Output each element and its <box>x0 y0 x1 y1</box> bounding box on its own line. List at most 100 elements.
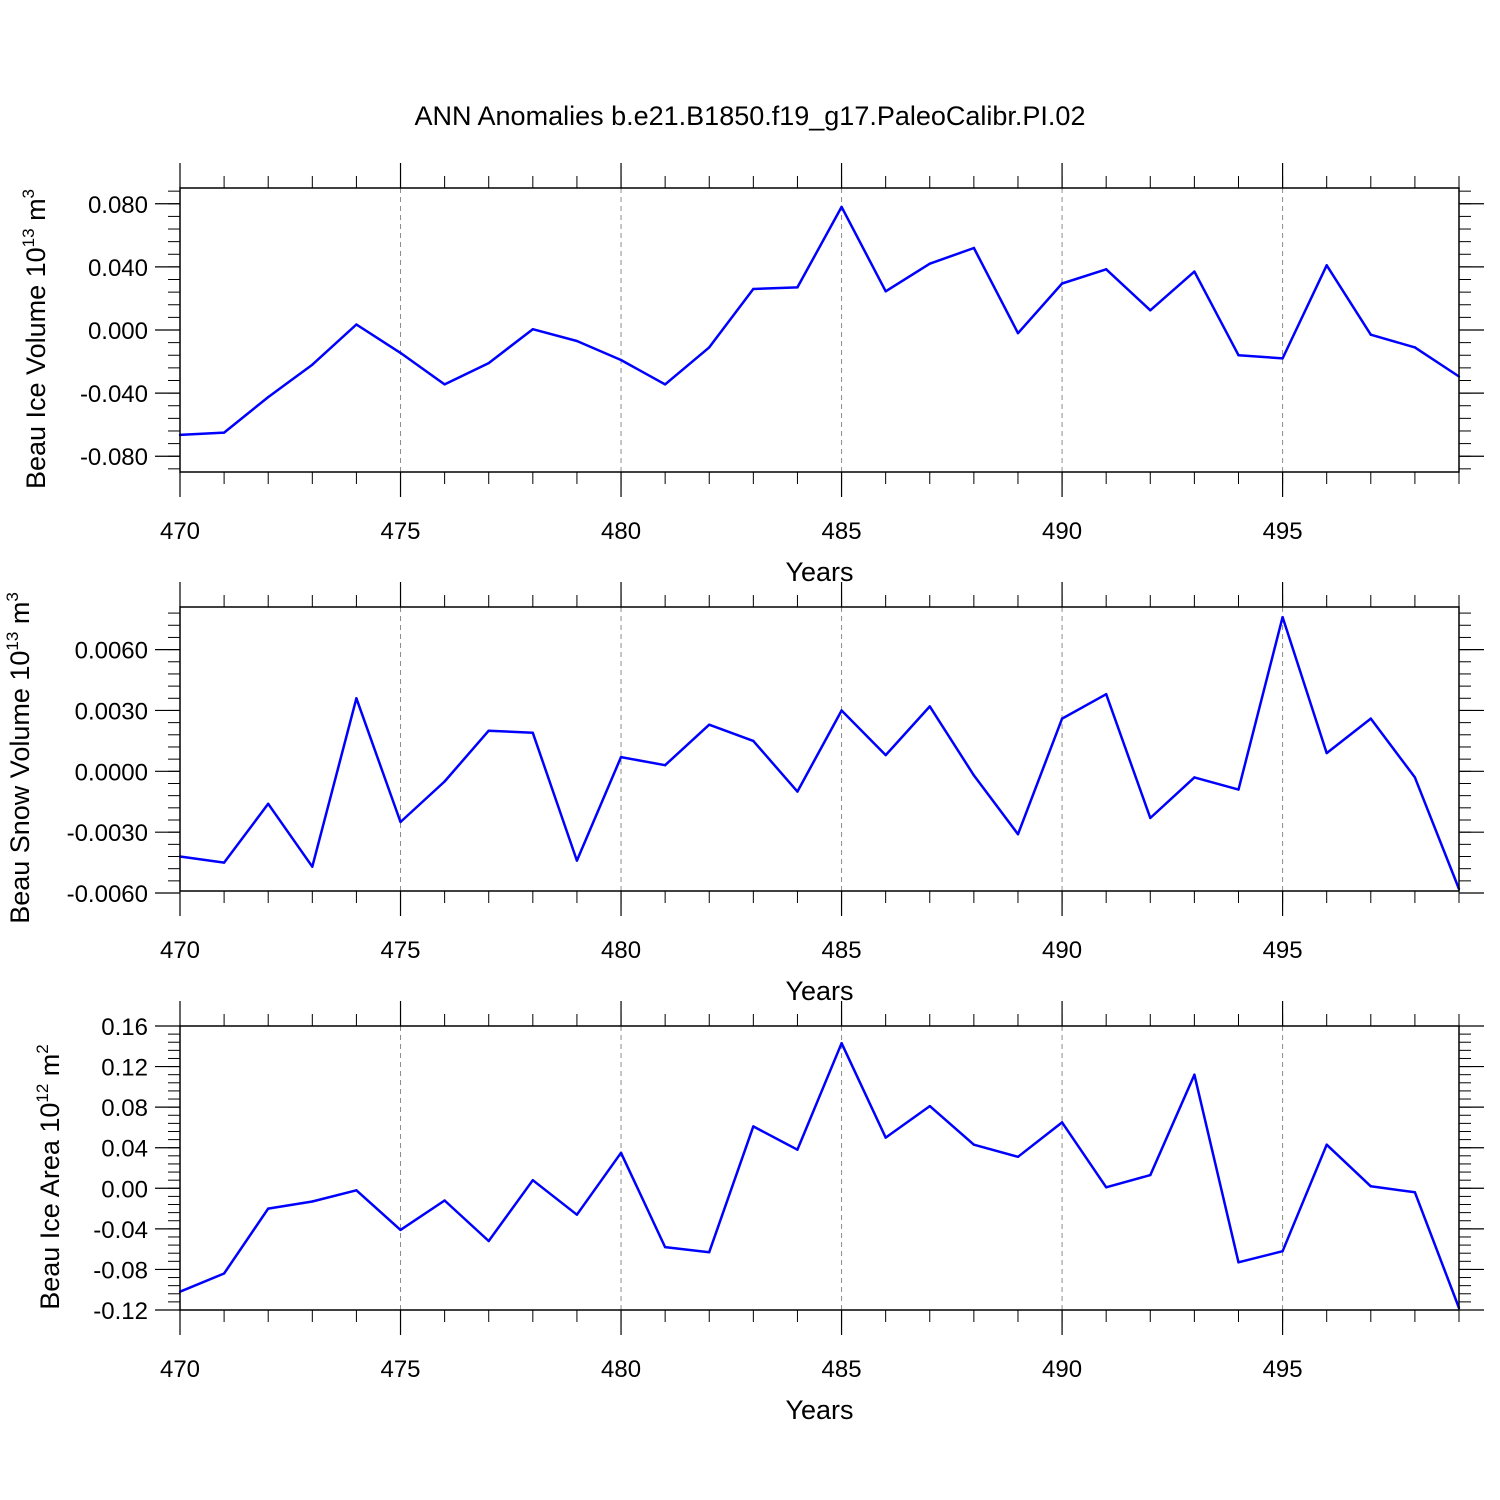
ice-volume-grid <box>400 188 1284 472</box>
ice-volume-series-line <box>179 205 1460 437</box>
ice-volume-data-point <box>1104 268 1108 271</box>
ice-volume-data-point <box>1281 357 1284 360</box>
snow-volume-data-point <box>1413 776 1417 779</box>
snow-volume-data-point <box>972 774 976 777</box>
snow-volume-x-tick-label: 475 <box>380 937 420 964</box>
snow-volume-x-axis-title: Years <box>785 976 853 1006</box>
snow-volume-x-tick-label: 480 <box>601 937 641 964</box>
snow-volume-data-point <box>1281 615 1284 619</box>
snow-volume-data-point <box>1193 776 1196 779</box>
snow-volume-ticks <box>155 582 1484 916</box>
snow-volume-y-tick-label: 0.0030 <box>75 698 148 725</box>
snow-volume-y-axis-title-unit-exponent: 3 <box>3 592 22 601</box>
ice-volume-x-tick-label: 495 <box>1263 518 1303 545</box>
ice-area-data-point <box>487 1239 490 1243</box>
snow-volume-data-point <box>222 861 226 864</box>
ice-area-y-tick-label: 0.00 <box>101 1176 148 1203</box>
ice-volume-data-point <box>1413 346 1417 349</box>
ice-area-data-point <box>1325 1143 1328 1146</box>
ice-area-x-tick-label: 475 <box>380 1356 420 1383</box>
ice-volume-y-tick-label: -0.040 <box>80 381 148 408</box>
ice-volume-data-point <box>619 358 623 362</box>
ice-area-ticks <box>155 1001 1484 1335</box>
snow-volume-x-tick-label: 490 <box>1042 937 1082 964</box>
ice-volume-data-point <box>796 286 799 289</box>
snow-volume-data-point <box>663 764 667 767</box>
ice-area-x-tick-label: 470 <box>160 1356 200 1383</box>
ice-area-data-point <box>575 1213 579 1216</box>
ice-area-data-point <box>1237 1261 1240 1264</box>
ice-area-y-tick-label: -0.08 <box>93 1257 148 1284</box>
ice-volume-y-axis-title: Beau Ice Volume 1013 m3 <box>19 189 51 489</box>
ice-area-y-tick-label: 0.08 <box>101 1095 148 1122</box>
ice-area-y-tick-label: -0.04 <box>93 1217 148 1244</box>
ice-area-plot-frame <box>179 1025 1460 1311</box>
snow-volume-data-point <box>1149 816 1152 820</box>
ice-area-data-point <box>1149 1173 1152 1177</box>
snow-volume-data-point <box>928 705 931 708</box>
ice-volume-data-point <box>752 287 755 291</box>
ice-volume-panel: 470 475 480 485 490 495 -0.080 -0.040 0.000 0.040… <box>19 163 1484 587</box>
ice-volume-data-point <box>487 361 490 365</box>
snow-volume-panel: 470 475 480 485 490 495 -0.0060 -0.0030 0.0000 0.… <box>3 582 1484 1006</box>
ice-volume-y-axis-title-main: Beau Ice Volume 10 <box>21 247 51 489</box>
ice-area-y-axis-title-unit-exponent: 2 <box>33 1044 52 1053</box>
snow-volume-x-tick-label: 495 <box>1263 937 1303 964</box>
ice-volume-data-point <box>443 383 446 386</box>
snow-volume-data-point <box>840 709 843 712</box>
snow-volume-y-axis-title-unit: m <box>5 602 35 632</box>
ice-area-data-point <box>311 1200 314 1203</box>
snow-volume-series-layer <box>178 615 1461 891</box>
snow-volume-data-point <box>796 790 799 793</box>
snow-volume-data-point <box>487 729 490 732</box>
ice-volume-data-point <box>708 346 711 349</box>
ice-volume-tick-labels: 470 475 480 485 490 495 -0.080 -0.040 0.000 0.040… <box>80 192 1303 545</box>
snow-volume-data-point <box>708 723 711 726</box>
ice-volume-y-tick-label: 0.040 <box>88 255 148 282</box>
ice-area-data-point <box>972 1143 976 1146</box>
ice-volume-series-layer <box>178 205 1461 437</box>
ice-volume-x-tick-label: 480 <box>601 518 641 545</box>
ice-area-data-point <box>267 1207 270 1210</box>
ice-volume-data-point <box>355 323 358 326</box>
ice-area-data-point <box>443 1199 446 1202</box>
snow-volume-y-axis-title: Beau Snow Volume 1013 m3 <box>3 592 35 924</box>
ice-area-data-point <box>1281 1249 1284 1253</box>
snow-volume-data-point <box>267 802 270 805</box>
ice-volume-y-tick-label: -0.080 <box>80 444 148 471</box>
ice-volume-data-point <box>1369 333 1372 336</box>
ice-area-data-point <box>222 1272 226 1275</box>
snow-volume-y-tick-label: -0.0060 <box>67 881 148 908</box>
snow-volume-data-point <box>443 780 446 783</box>
snow-volume-data-point <box>399 820 402 824</box>
ice-area-x-tick-label: 480 <box>601 1356 641 1383</box>
snow-volume-tick-labels: 470 475 480 485 490 495 -0.0060 -0.0030 0.0000 0.… <box>67 638 1303 964</box>
ice-volume-data-point <box>884 290 887 293</box>
ice-volume-data-point <box>663 383 667 386</box>
ice-area-grid <box>400 1026 1284 1310</box>
ice-volume-ticks <box>155 163 1484 497</box>
ice-volume-plot-frame <box>179 187 1460 473</box>
ice-volume-data-point <box>267 395 270 399</box>
snow-volume-data-point <box>1237 788 1240 791</box>
ice-volume-data-point <box>972 246 976 250</box>
ice-area-data-point <box>531 1178 535 1182</box>
snow-volume-data-point <box>311 865 314 868</box>
ice-area-data-point <box>884 1136 887 1139</box>
ice-area-data-point <box>752 1125 755 1128</box>
ice-volume-data-point <box>222 431 226 434</box>
ice-volume-data-point <box>531 328 535 331</box>
ice-area-data-point <box>619 1151 623 1154</box>
snow-volume-data-point <box>355 697 358 700</box>
ice-area-y-tick-label: 0.12 <box>101 1055 148 1082</box>
ice-area-y-tick-label: 0.16 <box>101 1014 148 1041</box>
snow-volume-grid <box>400 607 1284 891</box>
ice-volume-x-tick-label: 490 <box>1042 518 1082 545</box>
ice-area-series-line <box>179 1041 1461 1309</box>
ice-volume-data-point <box>575 339 579 343</box>
ice-volume-y-axis-title-unit-exponent: 3 <box>19 189 38 198</box>
snow-volume-data-point <box>752 739 755 743</box>
ice-volume-data-point <box>1149 309 1152 312</box>
ice-area-series-layer <box>178 1041 1461 1310</box>
ice-volume-data-point <box>1193 270 1196 273</box>
